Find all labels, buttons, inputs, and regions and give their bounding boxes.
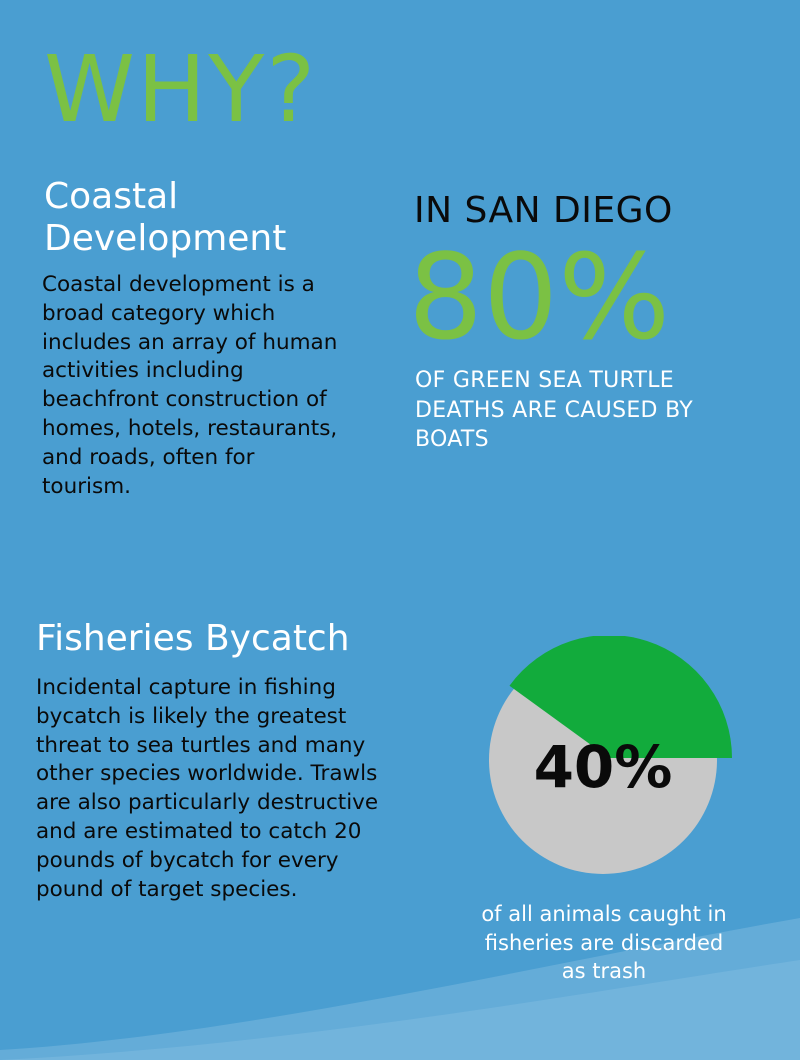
fisheries-bycatch-text: Incidental capture in fishing bycatch is…	[36, 675, 379, 902]
bycatch-pie-chart	[489, 636, 732, 874]
coastal-development-heading: Coastal Development	[44, 176, 287, 259]
page-title: WHY?	[44, 36, 318, 143]
boat-death-percentage: 80%	[408, 228, 671, 366]
coastal-development-text: Coastal development is a broad category …	[42, 272, 338, 499]
pie-caption: of all animals caught in fisheries are d…	[481, 902, 727, 984]
pie-percentage-label: 40%	[533, 733, 673, 801]
san-diego-heading: IN SAN DIEGO	[414, 190, 673, 231]
pie-slice-discarded	[509, 636, 732, 758]
fisheries-bycatch-heading: Fisheries Bycatch	[36, 618, 350, 659]
boat-death-caption: OF GREEN SEA TURTLE DEATHS ARE CAUSED BY…	[415, 368, 693, 452]
